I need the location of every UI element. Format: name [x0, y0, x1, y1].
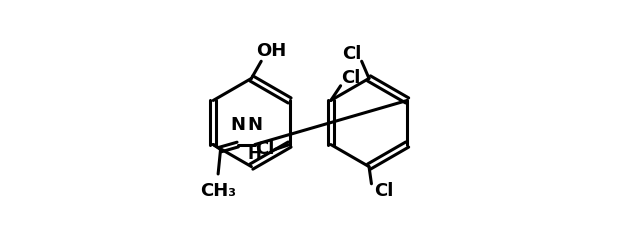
Text: H: H [248, 145, 262, 163]
Text: Cl: Cl [374, 182, 394, 200]
Text: Cl: Cl [340, 69, 360, 87]
Text: CH₃: CH₃ [200, 182, 236, 200]
Text: Cl: Cl [342, 45, 362, 63]
Text: N: N [230, 116, 245, 134]
Text: Cl: Cl [255, 140, 275, 159]
Text: OH: OH [256, 42, 286, 61]
Text: N: N [247, 116, 262, 134]
